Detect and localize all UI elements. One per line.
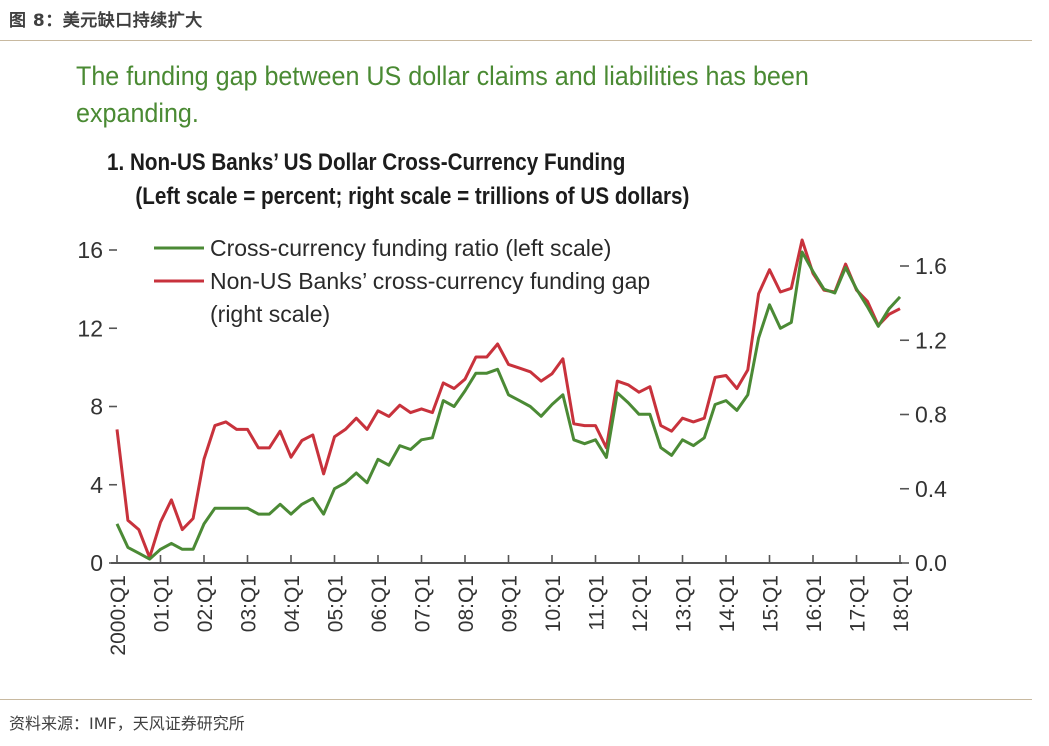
x-tick-label: 01:Q1 <box>151 575 174 632</box>
chart-subtitle-line1: 1. Non-US Banks’ US Dollar Cross-Currenc… <box>107 149 626 176</box>
axes: 2000:Q1 01:Q1 02:Q1 03:Q1 04:Q1 05:Q1 06:Q1 07:… <box>77 237 947 656</box>
chart-subtitle-line2: (Left scale = percent; right scale = tri… <box>135 183 690 210</box>
x-tick-label: 02:Q1 <box>194 575 217 632</box>
right-y-tick-label: 0.4 <box>915 476 947 502</box>
chart-subtitle: 1. Non-US Banks’ US Dollar Cross-Currenc… <box>107 146 689 214</box>
legend-label-red-line2: (right scale) <box>210 301 330 327</box>
x-tick-label: 15:Q1 <box>760 575 783 632</box>
x-tick-label: 04:Q1 <box>281 575 304 632</box>
x-tick-label: 08:Q1 <box>455 575 478 632</box>
right-y-tick-label: 1.6 <box>915 253 947 279</box>
x-tick-label: 18:Q1 <box>890 575 913 632</box>
x-tick-label: 13:Q1 <box>673 575 696 632</box>
series-line-funding-ratio <box>115 250 902 561</box>
x-tick-label: 10:Q1 <box>542 575 565 632</box>
right-y-tick-label: 1.2 <box>915 327 947 353</box>
left-y-tick-label: 8 <box>90 394 103 420</box>
x-tick-label: 17:Q1 <box>847 575 870 632</box>
source-note: 资料来源：IMF，天风证券研究所 <box>9 714 245 733</box>
x-tick-label: 03:Q1 <box>238 575 261 632</box>
x-tick-label: 09:Q1 <box>499 575 522 632</box>
legend-label-green: Cross-currency funding ratio (left scale… <box>210 235 611 261</box>
top-divider <box>0 40 1032 41</box>
x-tick-label: 11:Q1 <box>586 575 609 631</box>
x-tick-label: 06:Q1 <box>368 575 391 632</box>
line-chart: 2000:Q1 01:Q1 02:Q1 03:Q1 04:Q1 05:Q1 06:Q1 07:… <box>77 235 947 656</box>
left-y-tick-label: 4 <box>90 472 103 498</box>
right-y-tick-label: 0.0 <box>915 550 947 576</box>
figure-title: 图 8：美元缺口持续扩大 <box>9 11 203 31</box>
chart-headline: The funding gap between US dollar claims… <box>76 61 809 128</box>
x-tick-label: 2000:Q1 <box>107 575 130 656</box>
legend-label-red: Non-US Banks’ cross-currency funding gap <box>210 268 650 294</box>
left-y-tick-label: 0 <box>90 550 103 576</box>
right-y-tick-label: 0.8 <box>915 402 947 428</box>
x-tick-label: 05:Q1 <box>325 575 348 632</box>
left-y-tick-label: 12 <box>77 315 103 341</box>
x-tick-label: 14:Q1 <box>716 575 739 632</box>
left-y-tick-label: 16 <box>77 237 103 263</box>
legend: Cross-currency funding ratio (left scale… <box>154 235 650 327</box>
bottom-divider <box>0 699 1032 700</box>
x-tick-label: 07:Q1 <box>412 575 435 632</box>
x-tick-label: 16:Q1 <box>803 575 826 632</box>
x-tick-label: 12:Q1 <box>629 575 652 632</box>
series-group <box>115 238 902 561</box>
